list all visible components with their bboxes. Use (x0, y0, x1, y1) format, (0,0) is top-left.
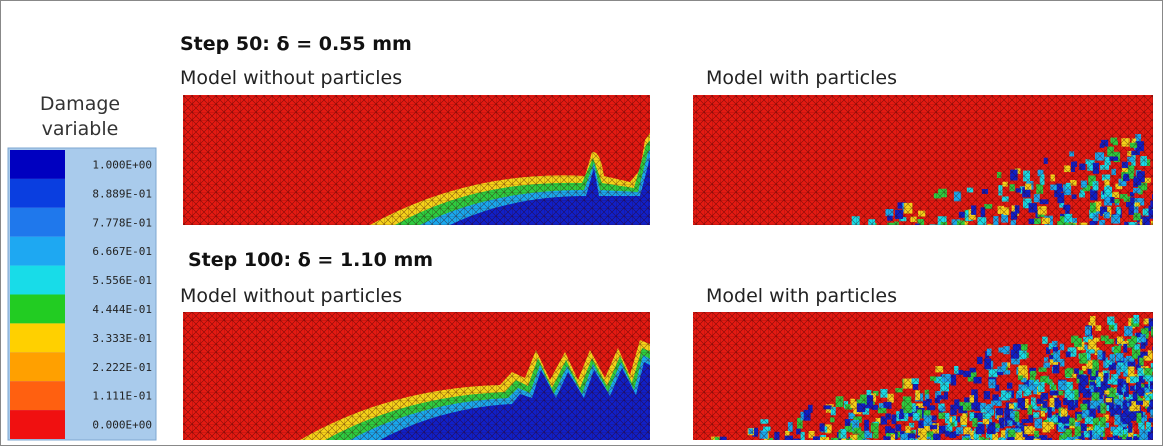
legend-title: variable (42, 118, 119, 140)
color-band (10, 352, 65, 382)
legend-label: 5.556E-01 (92, 274, 152, 287)
legend-label: 1.111E-01 (92, 390, 152, 403)
color-band (10, 150, 65, 179)
legend-label: 8.889E-01 (92, 187, 152, 200)
simulation-image (183, 95, 650, 225)
legend-label: 2.222E-01 (92, 361, 152, 374)
simulation-image (693, 312, 1153, 440)
color-band (10, 410, 65, 439)
simulation-image (693, 95, 1153, 225)
model-label: Model with particles (706, 67, 897, 89)
color-band (10, 381, 65, 411)
color-band (10, 323, 65, 353)
legend: Damage variable 1.000E+00 8.889E-01 7.778E… (7, 93, 157, 441)
simulation-image (183, 312, 650, 440)
legend-label: 3.333E-01 (92, 332, 152, 345)
model-label: Model with particles (706, 285, 897, 307)
color-band (10, 236, 65, 266)
legend-label: 1.000E+00 (92, 158, 152, 171)
color-band (10, 207, 65, 237)
step-heading: Step 50: δ = 0.55 mm (180, 33, 412, 55)
legend-label: 4.444E-01 (92, 303, 152, 316)
step-heading: Step 100: δ = 1.10 mm (188, 249, 433, 271)
legend-label: 0.000E+00 (92, 419, 152, 432)
legend-title: Damage (40, 93, 120, 115)
color-band (10, 294, 65, 324)
model-label: Model without particles (180, 67, 402, 89)
color-band (10, 178, 65, 208)
model-label: Model without particles (180, 285, 402, 307)
legend-label: 7.778E-01 (92, 216, 152, 229)
legend-label: 6.667E-01 (92, 245, 152, 258)
color-band (10, 265, 65, 295)
